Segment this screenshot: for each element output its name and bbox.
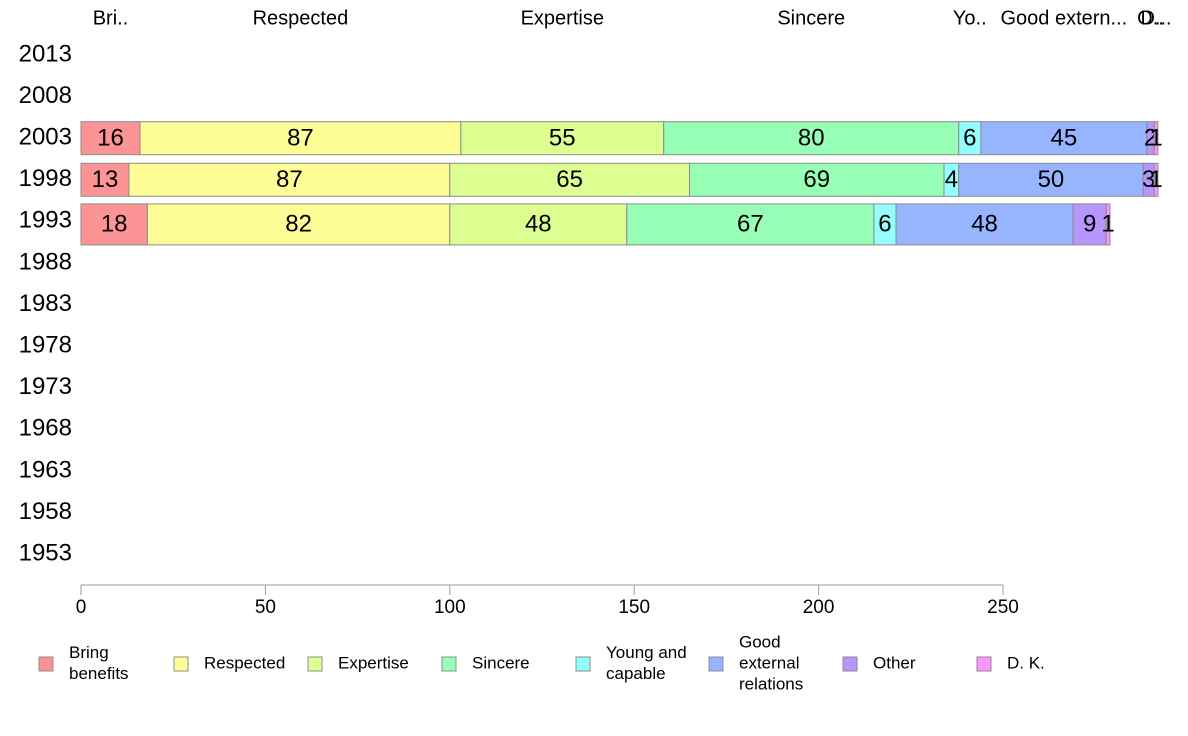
series-column-label: Yo.. [953,7,987,29]
legend-item: D. K. [976,653,1045,672]
bar-value-label: 45 [1051,125,1078,152]
top-series-labels: Bri.. Respected Expertise Sincere Yo.. Good e… [93,7,1172,29]
bar-value-label: 48 [525,211,552,238]
y-tick-label: 1993 [19,207,72,234]
series-column-label: Bri.. [93,7,129,29]
y-tick-label: 1958 [19,498,72,525]
series-column-label: Expertise [521,7,604,29]
legend-swatch [173,656,189,672]
legend-item: Respected [173,653,285,672]
bar-segment [146,203,451,246]
bar-segment [449,162,691,197]
legend-item: Sincere [441,653,530,672]
series-column-label: Respected [253,7,349,29]
bar-value-label: 16 [97,125,124,152]
x-tick-label: 100 [434,597,466,618]
legend-swatch [976,656,992,672]
legend-swatch [38,656,54,672]
series-column-label: Good extern... [1000,7,1127,29]
x-tick-label: 250 [987,597,1019,618]
y-axis-labels: 2013 2008 2003 1998 1993 1988 1983 1978 1973 1968… [19,40,72,566]
legend-label: relations [739,674,803,693]
x-tick-label: 150 [618,597,650,618]
bar-value-label: 6 [878,211,891,238]
bar-segment [1072,203,1107,246]
bar-segment [958,162,1144,197]
legend-swatch [708,656,724,672]
bar-value-label: 3 [1142,166,1155,193]
bar-value-label: 87 [287,125,314,152]
bar-value-label: 69 [803,166,830,193]
y-tick-label: 2013 [19,40,72,67]
x-tick-label: 0 [76,597,87,618]
y-tick-label: 2008 [19,82,72,109]
bar-segment [449,203,628,246]
y-tick-label: 1953 [19,540,72,567]
legend-swatch [575,656,591,672]
bar-value-label: 87 [276,166,303,193]
legend-item: Bring benefits [38,643,129,683]
y-tick-label: 1978 [19,332,72,359]
bar-segment [980,121,1148,156]
bar-segment [895,203,1074,246]
legend-item: Young and capable [575,643,687,683]
legend: Bring benefits Respected Expertise Sincere Yo… [38,632,1045,693]
y-tick-label: 1973 [19,373,72,400]
legend-label: Other [873,653,916,672]
legend-label: D. K. [1007,653,1045,672]
series-column-label: Sincere [777,7,845,29]
legend-label: Expertise [338,653,409,672]
y-tick-label: 2003 [19,124,72,151]
series-column-label: O.. [1137,7,1164,29]
y-tick-label: 1983 [19,290,72,317]
bar-segment [80,203,148,246]
legend-label: Respected [204,653,285,672]
x-tick-label: 200 [803,597,835,618]
y-tick-label: 1988 [19,248,72,275]
bar-segment [139,121,462,156]
legend-label: Good [739,632,781,651]
bar-segment [626,203,875,246]
bar-value-label: 13 [92,166,119,193]
bar-segment [1153,162,1159,197]
legend-item: Other [842,653,916,672]
legend-swatch [842,656,858,672]
bar-segment [128,162,451,197]
series-column-label: D... [1140,7,1171,29]
x-axis: 0 50 100 150 200 250 [76,584,1019,618]
legend-label: capable [606,664,666,683]
x-tick-label: 50 [255,597,276,618]
bar-segment [1105,203,1111,246]
bar-segment [689,162,945,197]
bar-value-label: 82 [285,211,312,238]
bar-value-label: 9 [1083,211,1096,238]
y-tick-label: 1998 [19,165,72,192]
bar-value-label: 65 [556,166,583,193]
bar-value-label: 80 [798,125,825,152]
legend-item: Expertise [307,653,409,672]
bar-value-label: 1 [1149,125,1162,152]
bar-value-label: 18 [101,211,128,238]
bar-segment [1153,121,1159,156]
bar-value-label: 55 [549,125,576,152]
bar-value-label: 4 [945,166,958,193]
y-tick-label: 1963 [19,456,72,483]
y-tick-label: 1968 [19,415,72,442]
legend-label: Young and [606,643,687,662]
legend-label: benefits [69,664,129,683]
bar-value-label: 1 [1101,211,1114,238]
legend-label: Bring [69,643,109,662]
bar-value-label: 1 [1149,166,1162,193]
bar-value-label: 48 [971,211,998,238]
legend-label: external [739,653,799,672]
legend-item: Good external relations [708,632,803,693]
legend-label: Sincere [472,653,530,672]
bar-value-label: 67 [737,211,764,238]
legend-swatch [307,656,323,672]
bar-value-label: 50 [1038,166,1065,193]
legend-swatch [441,656,457,672]
bar-value-label: 6 [963,125,976,152]
